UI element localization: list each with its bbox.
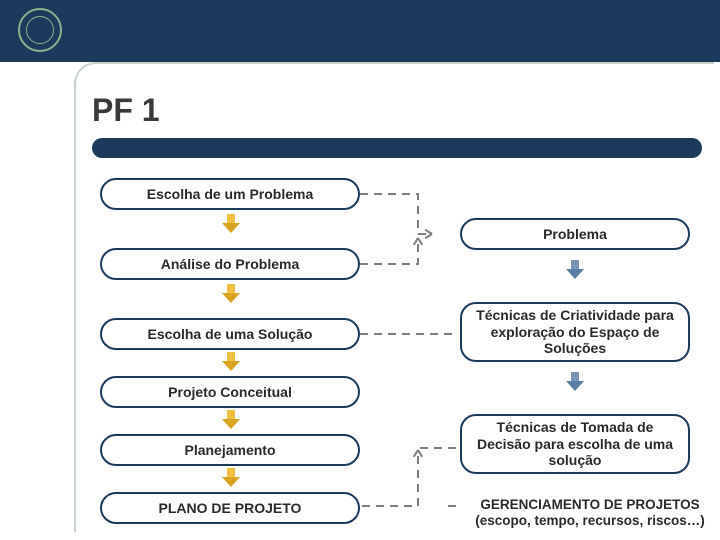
- left-node-2: Análise do Problema: [100, 248, 360, 280]
- right-node-2: Técnicas de Criatividade para exploração…: [460, 302, 690, 362]
- flow-arrow-down: [566, 260, 584, 280]
- right-node-1: Problema: [460, 218, 690, 250]
- left-node-6: PLANO DE PROJETO: [100, 492, 360, 524]
- flow-arrow-down: [222, 214, 240, 234]
- flow-arrow-down: [222, 352, 240, 372]
- left-node-1: Escolha de um Problema: [100, 178, 360, 210]
- institution-seal: [18, 8, 62, 52]
- seal-inner-ring: [26, 16, 54, 44]
- flow-arrow-down: [222, 410, 240, 430]
- page-title: PF 1: [92, 92, 160, 129]
- right-node-4: GERENCIAMENTO DE PROJETOS (escopo, tempo…: [456, 492, 720, 534]
- header-band: [0, 0, 720, 62]
- left-node-5: Planejamento: [100, 434, 360, 466]
- flow-arrow-down: [566, 372, 584, 392]
- flow-arrow-down: [222, 284, 240, 304]
- left-node-3: Escolha de uma Solução: [100, 318, 360, 350]
- right-node-3: Técnicas de Tomada de Decisão para escol…: [460, 414, 690, 474]
- flow-arrow-down: [222, 468, 240, 488]
- left-node-4: Projeto Conceitual: [100, 376, 360, 408]
- title-underline: [92, 138, 702, 158]
